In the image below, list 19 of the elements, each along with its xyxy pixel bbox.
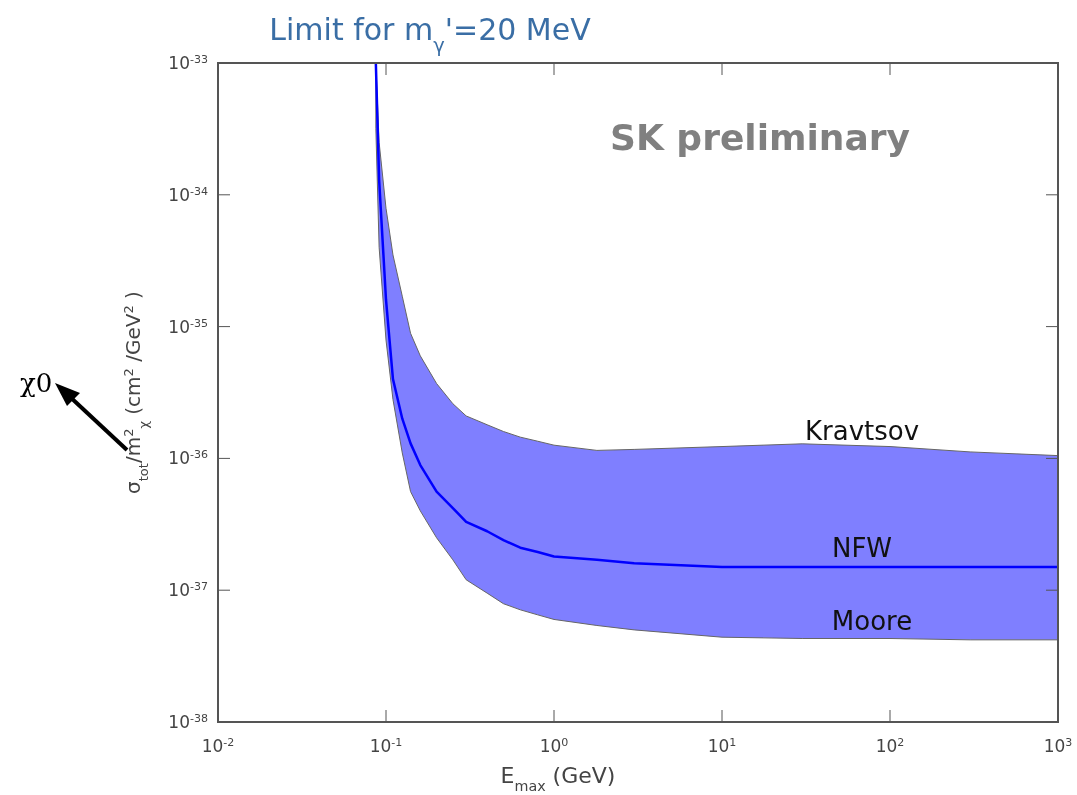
y-tick-label: 10$^{-36}$ — [168, 447, 208, 469]
annotation: Moore — [831, 606, 913, 636]
annotation: SK preliminary — [610, 117, 910, 158]
x-tick-label: 10$^{-2}$ — [201, 735, 235, 756]
x-axis-title: E$_{max}$ (GeV) — [500, 763, 616, 794]
text: χ0 — [20, 368, 53, 398]
annotation: NFW — [831, 533, 893, 563]
x-tick-label: 10$^{-1}$ — [369, 735, 403, 756]
y-tick-label: 10$^{-35}$ — [168, 316, 208, 337]
y-tick-label: 10$^{-38}$ — [168, 711, 208, 732]
y-tick-label: 10$^{-34}$ — [168, 184, 208, 205]
x-tick-label: 10$^{2}$ — [875, 735, 905, 756]
x-tick-label: 10$^{0}$ — [539, 735, 569, 756]
annotation: Kravtsov — [804, 416, 920, 446]
y-tick-label: 10$^{-37}$ — [168, 579, 208, 601]
x-tick-label: 10$^{1}$ — [707, 735, 737, 756]
chart-title: Limit for m$_{γ}$'=20 MeV — [269, 12, 592, 57]
x-tick-label: 10$^{3}$ — [1043, 735, 1073, 756]
y-tick-label: 10$^{-33}$ — [168, 52, 208, 73]
